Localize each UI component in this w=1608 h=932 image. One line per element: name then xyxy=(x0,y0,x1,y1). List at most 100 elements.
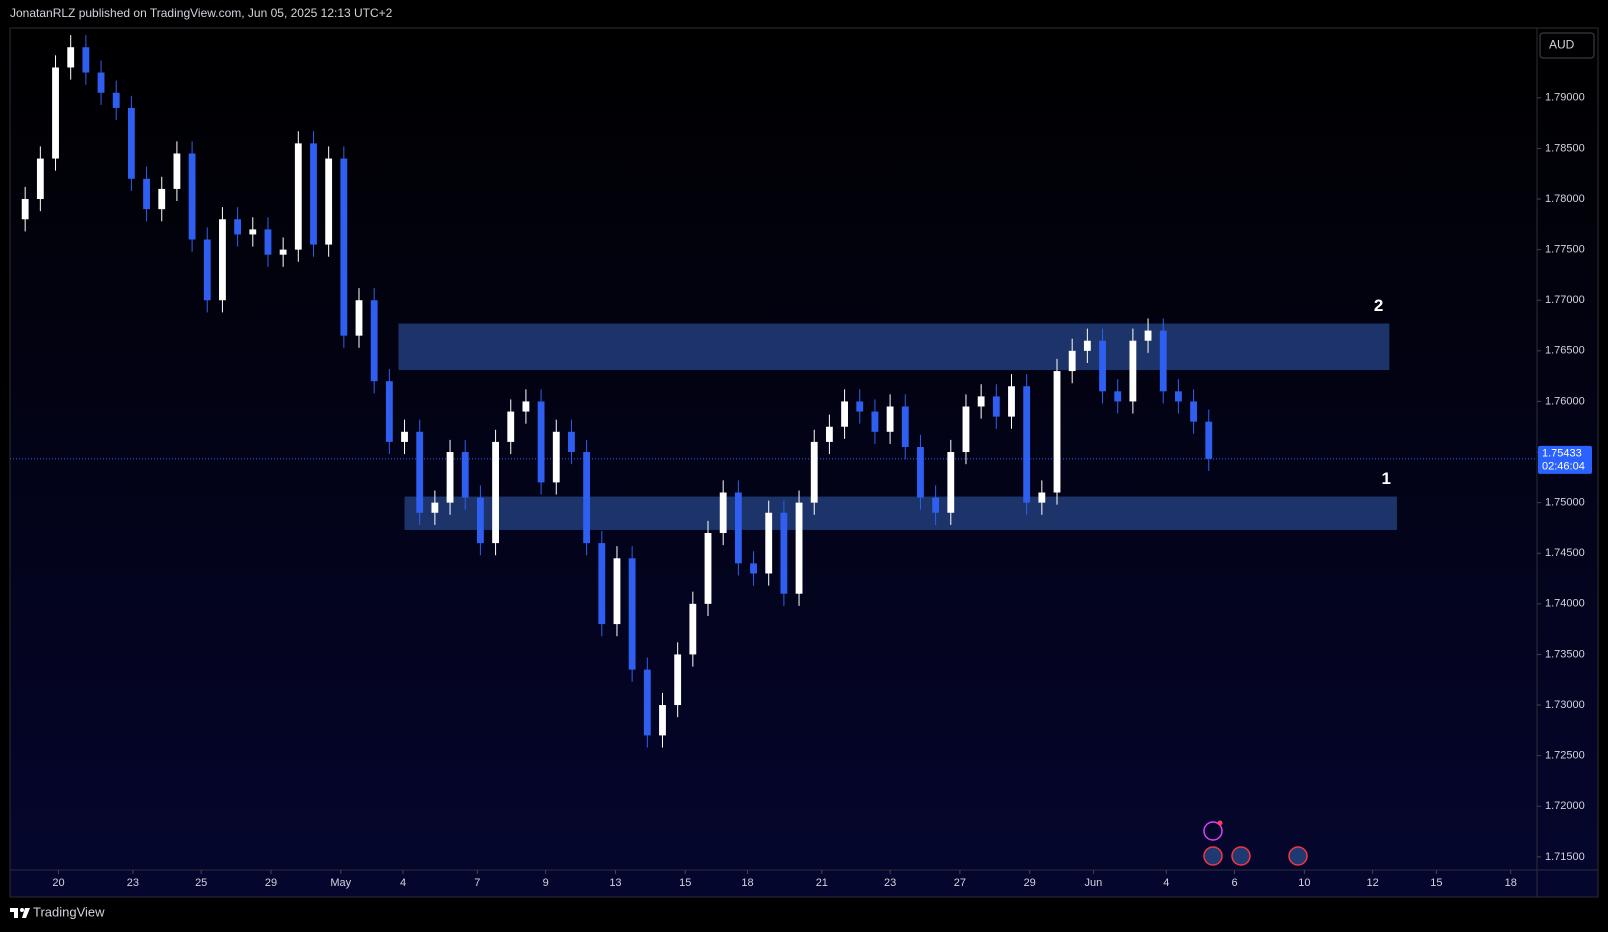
candle-body xyxy=(1083,340,1091,351)
candle-body xyxy=(355,300,363,336)
publish-header: JonatanRLZ published on TradingView.com,… xyxy=(10,6,393,20)
x-tick-label: 21 xyxy=(816,877,828,889)
candle-body xyxy=(219,219,226,301)
candle-body xyxy=(188,153,196,240)
brand-logo xyxy=(10,908,30,918)
candle-body xyxy=(674,654,682,706)
candle-body xyxy=(628,558,636,670)
y-tick-label: 1.77500 xyxy=(1545,244,1585,256)
candle-body xyxy=(795,502,803,594)
last-price-label: 1.75433 xyxy=(1542,448,1582,460)
candle-body xyxy=(1174,391,1182,402)
zone-label: 1 xyxy=(1381,469,1390,488)
event-icon[interactable] xyxy=(1203,821,1223,841)
y-tick-label: 1.73500 xyxy=(1545,648,1585,660)
candle-body xyxy=(917,446,924,498)
candle-body xyxy=(340,158,348,336)
x-tick-label: 18 xyxy=(741,877,753,889)
x-tick-label: 12 xyxy=(1367,877,1379,889)
candle-body xyxy=(279,249,287,255)
event-icons xyxy=(1203,820,1308,866)
candle-body xyxy=(143,178,150,210)
candle-body xyxy=(780,512,788,594)
candle-body xyxy=(962,406,970,453)
candle-body xyxy=(1068,350,1076,372)
y-tick-label: 1.77000 xyxy=(1545,294,1585,306)
x-tick-label: Jun xyxy=(1085,877,1103,889)
event-icon[interactable] xyxy=(1288,846,1308,866)
candle-body xyxy=(825,426,833,442)
event-icon[interactable] xyxy=(1231,846,1251,866)
y-tick-label: 1.72500 xyxy=(1545,750,1585,762)
candle-body xyxy=(552,431,560,483)
candle-body xyxy=(385,381,393,442)
candle-body xyxy=(82,47,90,73)
y-tick-label: 1.76000 xyxy=(1545,395,1585,407)
y-tick-label: 1.76500 xyxy=(1545,345,1585,357)
candle-body xyxy=(1114,391,1122,402)
plot xyxy=(10,35,1535,748)
x-tick-label: 13 xyxy=(609,877,621,889)
candle-body xyxy=(507,411,515,442)
candle-body xyxy=(461,452,469,498)
candle-body xyxy=(583,452,591,544)
x-tick-label: 23 xyxy=(884,877,896,889)
candle-body xyxy=(52,67,59,159)
candle-body xyxy=(734,492,742,564)
candle-body xyxy=(977,396,985,407)
candle-body xyxy=(325,158,333,245)
x-tick-label: 9 xyxy=(543,877,549,889)
x-tick-label: 18 xyxy=(1505,877,1517,889)
x-tick-label: 15 xyxy=(679,877,691,889)
candle-body xyxy=(992,396,1000,417)
candle-body xyxy=(522,401,530,412)
y-tick-label: 1.75000 xyxy=(1545,497,1585,509)
candle-body xyxy=(1099,340,1106,392)
candle-body xyxy=(886,406,894,432)
logo-part xyxy=(20,908,24,912)
x-tick-label: 29 xyxy=(1024,877,1036,889)
y-tick-label: 1.74000 xyxy=(1545,598,1585,610)
candle-body xyxy=(659,705,666,736)
x-tick-label: 15 xyxy=(1430,877,1442,889)
candle-body xyxy=(234,219,242,235)
candle-body xyxy=(568,431,575,453)
candle-body xyxy=(173,153,181,189)
candle-body xyxy=(431,502,439,513)
x-tick-label: 4 xyxy=(400,877,406,889)
zone xyxy=(404,496,1397,530)
x-tick-label: May xyxy=(330,877,351,889)
candle-body xyxy=(97,72,105,93)
y-tick-label: 1.78500 xyxy=(1545,142,1585,154)
candle-body xyxy=(1144,330,1152,341)
candle-body xyxy=(127,107,135,179)
last-price-box xyxy=(1538,445,1592,474)
y-tick-label: 1.72000 xyxy=(1545,800,1585,812)
candle-body xyxy=(856,401,864,412)
currency-label: AUD xyxy=(1549,38,1575,52)
x-tick-label: 29 xyxy=(265,877,277,889)
candle-body xyxy=(537,401,545,483)
candle-body xyxy=(765,512,773,574)
x-tick-label: 27 xyxy=(954,877,966,889)
candle-body xyxy=(947,452,955,513)
candle-body xyxy=(203,239,211,301)
candle-body xyxy=(1205,421,1213,459)
candle-body xyxy=(643,669,651,736)
candle-body xyxy=(689,603,697,655)
y-tick-label: 1.73000 xyxy=(1545,699,1585,711)
y-tick-label: 1.78000 xyxy=(1545,193,1585,205)
brand-name: TradingView xyxy=(33,904,105,919)
event-icon[interactable] xyxy=(1203,846,1223,866)
currency-box[interactable] xyxy=(1539,32,1595,59)
candle-body xyxy=(841,401,848,427)
y-tick-label: 1.74500 xyxy=(1545,547,1585,559)
y-tick-label: 1.79000 xyxy=(1545,92,1585,104)
logo-part xyxy=(14,908,18,918)
candle-body xyxy=(294,143,302,250)
candle-body xyxy=(67,47,75,68)
candle-body xyxy=(21,199,29,220)
candle-body xyxy=(36,158,44,200)
candle-body xyxy=(476,497,484,544)
